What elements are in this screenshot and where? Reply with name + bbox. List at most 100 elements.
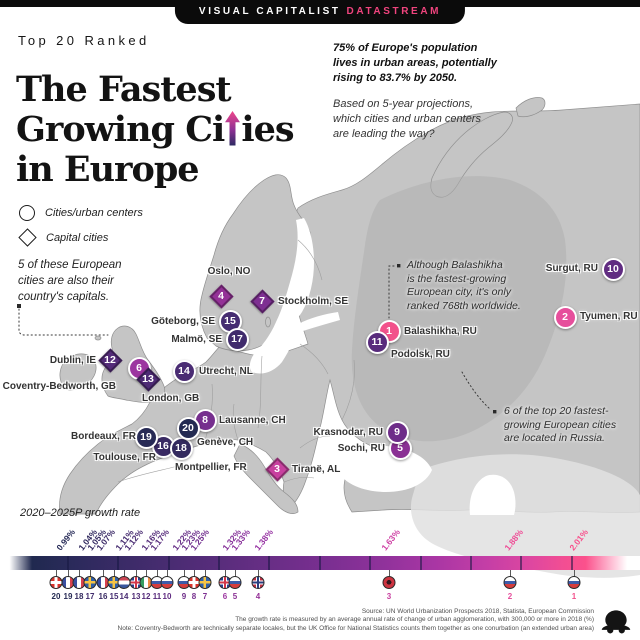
city-marker-rank-17: 17 [225,327,249,351]
axis-rank-15: 15 [109,592,119,601]
marker-rank-number: 12 [104,354,116,366]
diamond-marker-icon [18,228,37,247]
legend-row-cities: Cities/urban centers [19,205,143,221]
axis-rank-12: 12 [141,592,151,601]
axis-bar-tick [520,556,522,570]
city-marker-rank-14: 14 [172,359,196,383]
city-marker-rank-13: 13 [135,366,161,392]
marker-rank-number: 3 [274,463,280,475]
axis-rank-13: 13 [131,592,141,601]
flag-connector [103,570,104,577]
axis-rank-20: 20 [51,592,61,601]
axis-rank-9: 9 [181,592,187,601]
flag-connector [114,570,115,577]
flag-connector [194,570,195,577]
visual-capitalist-logo-icon [601,610,631,634]
flag-connector [68,570,69,577]
city-marker-rank-3: 3 [264,456,290,482]
city-label-2: Tyumen, RU [580,311,638,322]
city-label-7: Stockholm, SE [278,296,349,307]
axis-rank-11: 11 [152,592,162,601]
title-line-1: The Fastest [16,69,232,111]
kicker: Top 20 Ranked [18,33,150,48]
circle-marker-icon [19,205,35,221]
axis-rank-8: 8 [191,592,197,601]
marker-rank-number: 19 [140,431,152,443]
axis-bar-tick [319,556,321,570]
intro-statistic: 75% of Europe's population lives in urba… [333,42,497,84]
city-label-20: Genève, CH [197,437,254,448]
axis-bar-tick [168,556,170,570]
marker-rank-number: 14 [178,365,190,377]
footer-note: Note: Coventry-Bedworth are technically … [117,624,594,632]
annotation-russia: 6 of the top 20 fastest- growing Europea… [504,405,617,444]
flag-connector [157,570,158,577]
city-marker-rank-19: 19 [134,425,158,449]
marker-rank-number: 2 [562,311,568,323]
axis-bar-tick [420,556,422,570]
title-line-2-post: ies [241,109,294,151]
city-marker-rank-4: 4 [208,283,234,309]
axis-bar-tick [67,556,69,570]
growth-arrow-icon [225,111,241,146]
axis-bar-tick [470,556,472,570]
title-line-2-pre: Growing Ci [16,109,225,151]
flag-connector [90,570,91,577]
axis-rank-7: 7 [202,592,208,601]
city-label-16: Toulouse, FR [93,452,156,463]
flag-RU-icon [503,576,517,589]
axis-bar-tick [571,556,573,570]
city-label-8: Lausanne, CH [219,415,286,426]
axis-rank-17: 17 [85,592,95,601]
legend-diamond-label: Capital cities [46,231,109,244]
marker-rank-number: 7 [259,295,265,307]
flag-connector [235,570,236,577]
flag-connector [258,570,259,577]
city-marker-rank-12: 12 [97,347,123,373]
intro-question: Based on 5-year projections, which citie… [333,98,481,140]
marker-rank-number: 17 [231,333,243,345]
flag-SE-icon [198,576,212,589]
flag-connector [184,570,185,577]
city-label-17: Malmö, SE [171,334,222,345]
city-label-9: Krasnodar, RU [313,427,383,438]
city-label-13: London, GB [142,393,200,404]
marker-rank-number: 4 [218,290,224,302]
legend: Cities/urban centers Capital cities [18,205,143,254]
flag-connector [136,570,137,577]
flag-SE-icon [83,576,97,589]
city-label-11: Podolsk, RU [391,349,450,360]
brand-tab: VISUAL CAPITALIST DATASTREAM [174,0,466,24]
flag-connector [167,570,168,577]
annotation-balashikha: Although Balashikha is the fastest-growi… [407,259,521,312]
axis-bar-tick [218,556,220,570]
city-label-19: Bordeaux, FR [70,431,136,442]
city-marker-rank-11: 11 [365,330,389,354]
flag-RU-icon [228,576,242,589]
flag-connector [146,570,147,577]
axis-rank-5: 5 [232,592,238,601]
legend-row-capitals: Capital cities [18,228,143,247]
axis-bar-tick [369,556,371,570]
marker-rank-number: 10 [607,263,619,275]
marker-rank-number: 13 [142,373,154,385]
axis-bar-tick [117,556,119,570]
axis-rank-14: 14 [119,592,129,601]
flag-RU-icon [567,576,581,589]
city-marker-rank-7: 7 [249,288,275,314]
axis-rank-1: 1 [571,592,577,601]
flag-connector [389,570,390,577]
flag-connector [205,570,206,577]
footer-source: Source: UN World Urbanization Prospects … [361,607,594,615]
legend-circle-label: Cities/urban centers [45,207,143,219]
city-label-4: Oslo, NO [207,266,251,277]
axis-title: 2020–2025P growth rate [20,507,141,519]
axis-rank-3: 3 [386,592,392,601]
brand-series: DATASTREAM [346,6,442,17]
footer: Source: UN World Urbanization Prospects … [118,608,594,634]
axis-rank-19: 19 [63,592,73,601]
axis-bar-tick [268,556,270,570]
title-line-3: in Europe [16,149,200,191]
capitals-note: 5 of these European cities are also thei… [18,259,122,303]
